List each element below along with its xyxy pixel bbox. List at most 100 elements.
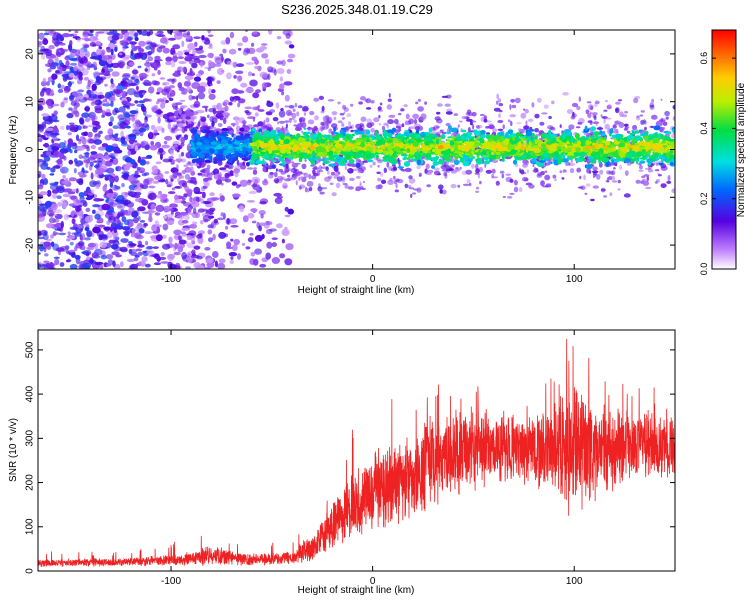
spectrogram-halo-cell [334,173,340,177]
spectrogram-noise-cell [224,178,232,183]
spectrogram-noise-cell [104,83,108,87]
spectrogram-halo-cell [257,109,265,112]
spectrogram-noise-cell [96,31,105,34]
spectrogram-noise-cell [141,30,149,36]
spectrogram-halo-cell [281,125,284,132]
spectrogram-halo-cell [496,93,500,100]
spectrogram-halo-cell [333,116,337,121]
spectrogram-noise-cell [58,142,66,149]
spectrogram-noise-cell [259,46,267,50]
spectrogram-halo-cell [601,188,606,192]
spectrogram-noise-cell [184,214,190,221]
spectrogram-noise-cell [181,227,191,231]
spectrogram-halo-cell [451,164,455,168]
spectrogram-noise-cell [188,59,194,65]
spectrogram-noise-cell [81,137,87,145]
spectrogram-noise-cell [251,73,255,77]
spectrogram-noise-cell [161,127,165,134]
spectrogram-noise-cell [123,230,131,235]
spectrogram-noise-cell [143,178,150,186]
spectrogram-halo-cell [229,170,234,176]
spectrogram-band-cell [242,161,246,166]
spectrogram-noise-cell [112,30,118,34]
spectrogram-noise-cell [92,44,97,47]
spectrogram-noise-cell [236,63,245,68]
spectrogram-halo-cell [398,127,402,132]
spectrogram-noise-cell [218,231,227,239]
spectrogram-halo-cell [383,167,387,174]
spectrogram-noise-cell [148,86,155,94]
spectrogram-noise-cell [162,223,169,231]
spectrogram-halo-cell [461,116,467,120]
spectrogram-halo-cell [603,109,608,112]
spectrogram-noise-cell [186,234,193,241]
spectrogram-noise-cell [74,30,79,34]
spectrogram-halo-cell [559,124,562,128]
spectrogram-noise-cell [128,241,133,244]
spectrogram-band-cell [355,162,361,168]
spectrogram-halo-cell [534,128,539,133]
spectrogram-halo-cell [527,118,534,123]
spectrogram-noise-cell [172,51,178,59]
spectrogram-noise-cell [46,189,52,197]
spectrogram-halo-cell [416,165,422,170]
spectrogram-noise-cell [84,226,90,232]
spectrogram-noise-cell [133,78,140,86]
spectrogram-noise-cell [61,180,71,184]
spectrogram-noise-cell [91,253,96,257]
spectrogram-noise-cell [128,62,136,66]
spectrogram-halo-cell [465,112,471,116]
spectrogram-noise-cell [47,68,52,73]
spectrogram-halo-cell [600,114,603,118]
spectrogram-noise-cell [150,124,156,131]
spectrogram-noise-cell [143,223,148,227]
spectrogram-noise-cell [219,53,224,57]
spectrogram-halo-cell [244,125,250,129]
spectrogram-halo-cell [613,167,616,170]
spectrogram-halo-cell [517,128,522,131]
spectrogram-noise-cell [165,61,172,66]
spectrogram-noise-cell [279,83,285,90]
spectrogram-halo-cell [539,121,545,126]
spectrogram-halo-cell [180,175,185,179]
spectrogram-halo-cell [499,170,505,174]
spectrogram-noise-cell [168,191,176,195]
spectrogram-noise-cell [259,71,268,78]
spectrogram-band-cell [567,151,573,157]
spectrogram-noise-cell [155,126,164,131]
spectrogram-halo-cell [263,120,266,126]
spectrogram-noise-cell [82,31,90,38]
spectrogram-noise-cell [281,91,285,96]
spectrogram-halo-cell [518,187,523,193]
spectrogram-noise-cell [231,244,238,252]
spectrogram-noise-cell [178,30,187,33]
spectrogram-noise-cell [166,78,175,82]
spectrogram-band-cell [453,160,460,166]
spectrogram-noise-cell [222,48,227,54]
spectrogram-noise-cell [78,154,83,160]
spectrogram-noise-cell [76,146,86,151]
spectrogram-noise-cell [77,171,84,176]
spectrogram-noise-cell [106,254,114,260]
spectrogram-halo-cell [321,126,329,130]
spectrogram-noise-cell [124,220,130,226]
spectrogram-noise-cell [93,242,99,250]
spectrogram-halo-cell [313,165,318,170]
spectrogram-halo-cell [507,196,513,199]
spectrogram-halo-cell [513,186,519,193]
spectrogram-noise-cell [265,252,272,260]
spectrogram-noise-cell [91,114,98,122]
spectrogram-halo-cell [608,170,614,175]
spectrogram-noise-cell [84,37,90,42]
spectrogram-noise-cell [285,243,294,251]
spectrogram-halo-cell [299,186,302,190]
spectrogram-noise-cell [55,247,65,252]
spectrogram-noise-cell [173,229,183,235]
spectrogram-noise-cell [214,260,218,268]
spectrogram-halo-cell [387,119,394,125]
spectrogram-noise-cell [125,125,131,129]
spectrogram-noise-cell [92,226,101,234]
spectrogram-noise-cell [107,259,114,266]
spectrogram-halo-cell [439,130,444,133]
